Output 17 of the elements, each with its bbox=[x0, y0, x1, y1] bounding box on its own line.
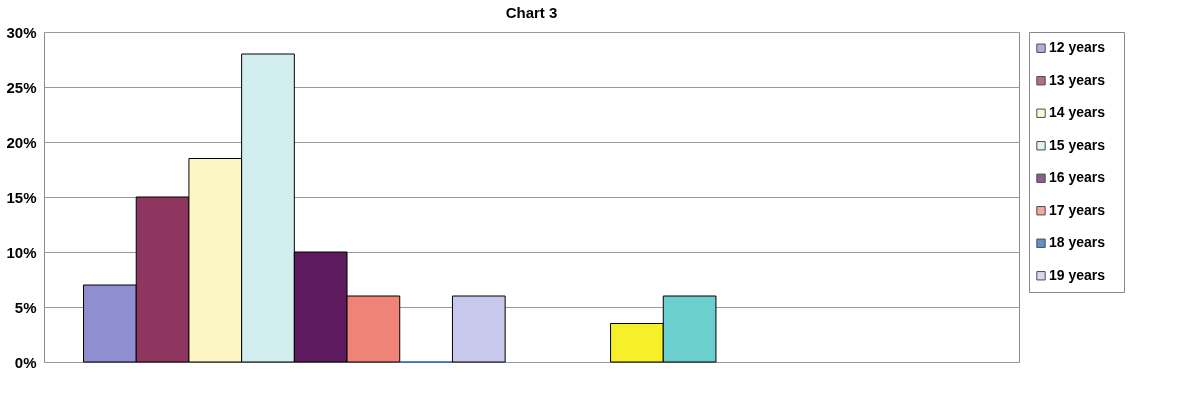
legend-label: 19 years bbox=[1049, 266, 1106, 283]
legend-label: 14 years bbox=[1049, 104, 1106, 121]
legend-label: 16 years bbox=[1049, 169, 1106, 186]
y-tick-label: 0% bbox=[14, 353, 37, 371]
y-tick-label: 20% bbox=[6, 133, 37, 151]
y-tick-label: 5% bbox=[14, 298, 37, 316]
legend-label: 12 years bbox=[1049, 39, 1106, 56]
chart-title: Chart 3 bbox=[505, 4, 558, 21]
legend-label: 15 years bbox=[1049, 136, 1106, 153]
y-tick-label: 15% bbox=[6, 188, 37, 206]
y-tick-label: 25% bbox=[6, 78, 37, 96]
bar bbox=[451, 295, 506, 363]
y-tick-label: 30% bbox=[6, 23, 37, 41]
legend-label: 18 years bbox=[1049, 234, 1106, 251]
legend-label: 17 years bbox=[1049, 201, 1106, 218]
legend-label: 13 years bbox=[1049, 71, 1106, 88]
y-tick-label: 10% bbox=[6, 243, 37, 261]
